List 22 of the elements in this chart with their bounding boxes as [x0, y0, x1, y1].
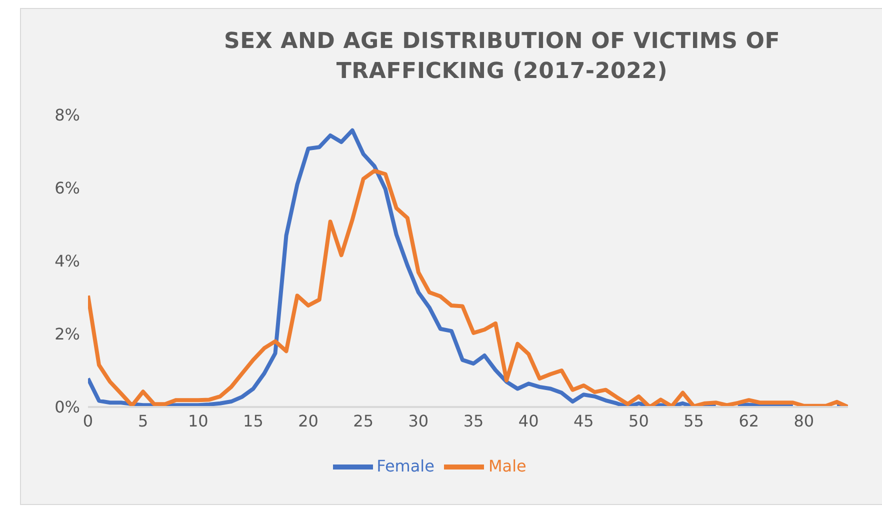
x-tick-label: 40	[518, 411, 539, 430]
x-tick-label: 20	[298, 411, 318, 430]
y-tick-label: 0%	[54, 398, 80, 417]
x-tick-label: 55	[684, 411, 704, 430]
x-tick-label: 62	[738, 411, 760, 430]
chart-title: SEX AND AGE DISTRIBUTION OF VICTIMS OF TRAFFICKING (2017-2022)	[222, 28, 782, 86]
x-tick-label: 45	[573, 411, 594, 430]
y-tick-label: 4%	[54, 252, 80, 271]
x-tick-label: 80	[794, 411, 814, 430]
x-tick-label: 5	[138, 411, 148, 430]
y-tick-label: 8%	[54, 106, 80, 125]
x-tick-label: 0	[82, 411, 94, 430]
x-tick-label: 50	[628, 411, 649, 430]
x-tick-label: 35	[463, 411, 484, 430]
y-tick-label: 6%	[54, 178, 80, 198]
x-tick-label: 15	[243, 411, 264, 430]
legend-label: Male	[488, 456, 526, 476]
x-tick-label: 30	[408, 411, 429, 430]
y-tick-label: 2%	[54, 324, 80, 344]
x-tick-label: 10	[188, 411, 208, 430]
legend-label: Female	[376, 456, 434, 476]
x-tick-label: 25	[353, 411, 374, 430]
